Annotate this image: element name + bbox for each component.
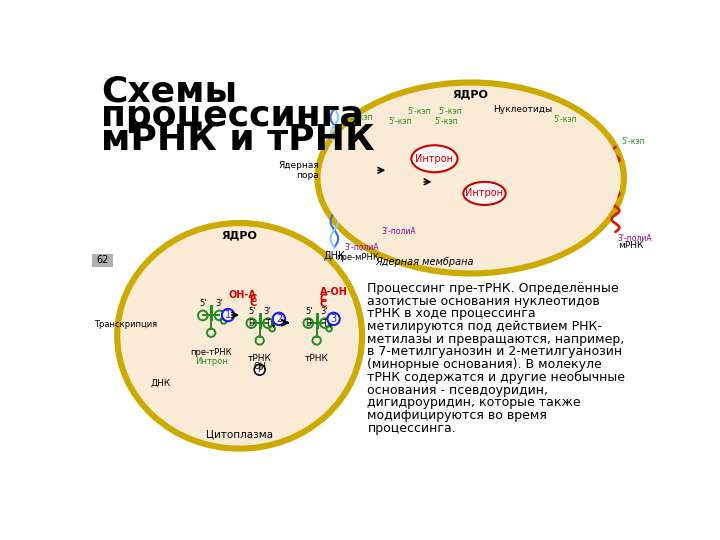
Text: мРНК и тРНК: мРНК и тРНК — [101, 123, 374, 157]
Text: Нуклеотиды: Нуклеотиды — [493, 105, 552, 114]
Text: Ядерная
пора: Ядерная пора — [278, 160, 319, 180]
Text: 5'-кэп: 5'-кэп — [408, 107, 431, 117]
Text: OH-A: OH-A — [229, 289, 256, 300]
Text: C: C — [249, 294, 256, 303]
Text: ДНК: ДНК — [151, 378, 171, 387]
Text: мРНК: мРНК — [618, 241, 643, 250]
Text: Ядерная мембрана: Ядерная мембрана — [375, 256, 474, 267]
Text: C: C — [249, 298, 256, 308]
Circle shape — [222, 309, 234, 321]
Text: Цитоплазма: Цитоплазма — [206, 429, 273, 439]
Ellipse shape — [120, 226, 359, 446]
Text: (минорные основания). В молекуле: (минорные основания). В молекуле — [367, 358, 602, 371]
Text: ЯДРО: ЯДРО — [453, 90, 489, 99]
Text: 5'-кэп: 5'-кэп — [554, 115, 577, 124]
Text: OH: OH — [253, 362, 266, 371]
Text: 5': 5' — [248, 307, 256, 316]
Text: Интрон: Интрон — [466, 188, 503, 198]
Text: 1: 1 — [225, 310, 231, 320]
Text: 3': 3' — [215, 299, 222, 308]
Text: Процессинг пре-тРНК. Определённые: Процессинг пре-тРНК. Определённые — [367, 282, 619, 295]
Text: дигидроуридин, которые также: дигидроуридин, которые также — [367, 396, 581, 409]
Text: 5'-кэп: 5'-кэп — [434, 117, 458, 126]
Text: тРНК в ходе процессинга: тРНК в ходе процессинга — [367, 307, 536, 320]
Text: 2: 2 — [276, 314, 282, 324]
Text: в 7-метилгуанозин и 2-метилгуанозин: в 7-метилгуанозин и 2-метилгуанозин — [367, 346, 623, 359]
Text: 3': 3' — [264, 307, 271, 316]
Text: ДНК: ДНК — [323, 251, 346, 261]
Text: 3'-полиА: 3'-полиА — [381, 226, 415, 235]
Text: процессинга: процессинга — [101, 99, 364, 133]
Text: T: T — [323, 319, 328, 328]
Text: основания - псевдоуридин,: основания - псевдоуридин, — [367, 383, 549, 396]
Text: метилазы и превращаются, например,: метилазы и превращаются, например, — [367, 333, 625, 346]
Text: 5': 5' — [305, 307, 312, 316]
Text: P: P — [257, 365, 262, 374]
Ellipse shape — [411, 145, 457, 172]
Text: ЯДРО: ЯДРО — [222, 231, 258, 240]
Text: 5'-кэп: 5'-кэп — [438, 107, 462, 117]
Text: тРНК: тРНК — [248, 354, 271, 362]
Text: C: C — [320, 294, 327, 303]
Ellipse shape — [464, 182, 505, 205]
Circle shape — [328, 313, 340, 325]
Text: Схемы: Схемы — [101, 74, 237, 108]
Text: D: D — [248, 319, 254, 328]
Text: 5'-кэп: 5'-кэп — [349, 113, 373, 122]
Text: ψ: ψ — [270, 319, 275, 328]
Text: Интрон: Интрон — [415, 154, 454, 164]
Text: тРНК: тРНК — [305, 354, 328, 362]
Text: 5': 5' — [200, 299, 207, 308]
Text: ψ: ψ — [328, 319, 333, 328]
Text: модифицируются во время: модифицируются во время — [367, 409, 547, 422]
Text: D: D — [305, 319, 311, 328]
Text: процессинга.: процессинга. — [367, 422, 456, 435]
Text: A-OH: A-OH — [320, 287, 348, 298]
Text: азотистые основания нуклеотидов: азотистые основания нуклеотидов — [367, 295, 600, 308]
Text: пре-мРНК: пре-мРНК — [336, 253, 379, 262]
Ellipse shape — [320, 85, 621, 271]
Text: тРНК содержатся и другие необычные: тРНК содержатся и другие необычные — [367, 371, 626, 384]
Text: метилируются под действием РНК-: метилируются под действием РНК- — [367, 320, 603, 333]
Text: пре-тРНК: пре-тРНК — [190, 348, 232, 357]
Text: 5'-кэп: 5'-кэп — [388, 117, 412, 126]
Text: Интрон: Интрон — [194, 356, 228, 366]
Text: 62: 62 — [96, 255, 109, 265]
Circle shape — [273, 313, 285, 325]
Ellipse shape — [114, 220, 365, 452]
Text: T: T — [266, 319, 270, 328]
Bar — [92, 254, 113, 267]
Circle shape — [254, 364, 265, 375]
Text: 3'-полиА: 3'-полиА — [344, 244, 379, 252]
Text: 3'-полиА: 3'-полиА — [618, 234, 652, 243]
Ellipse shape — [315, 79, 627, 276]
Text: 3': 3' — [320, 307, 328, 316]
Text: C: C — [320, 299, 327, 309]
Text: 3: 3 — [330, 314, 337, 324]
Text: Транскрипция: Транскрипция — [94, 320, 157, 329]
Text: 5'-кэп: 5'-кэп — [621, 137, 645, 146]
